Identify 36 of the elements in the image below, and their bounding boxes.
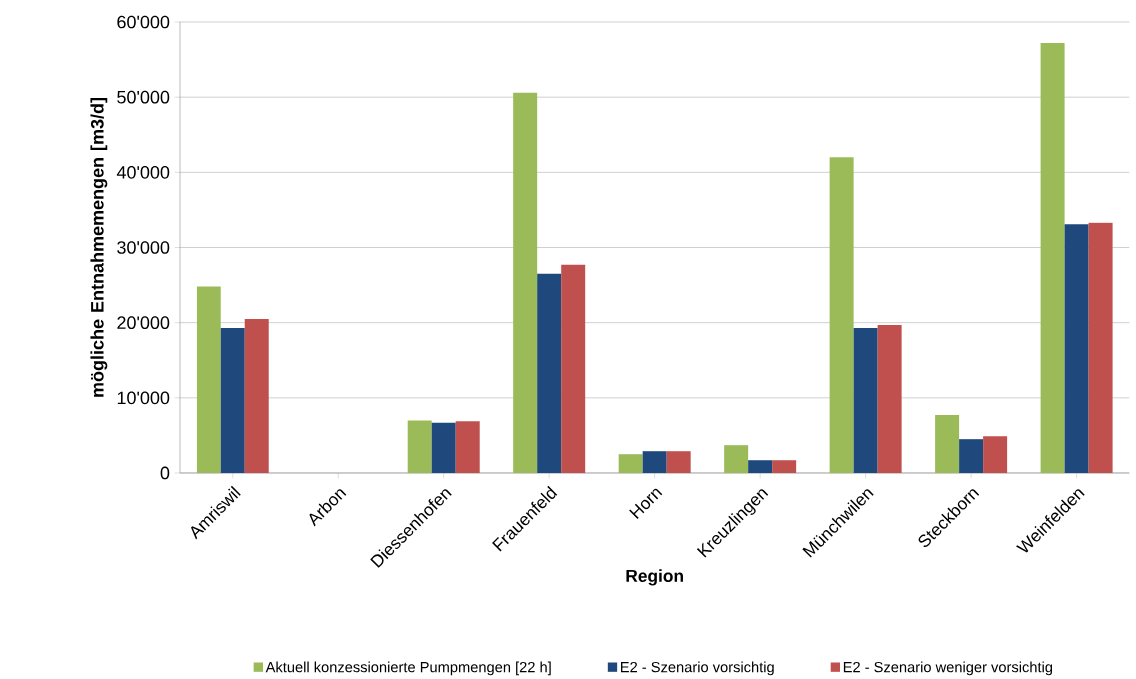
y-tick-label: 40'000 (116, 165, 170, 179)
bar (244, 318, 269, 473)
y-tick-label: 0 (160, 466, 170, 480)
bar (1040, 42, 1065, 473)
bar (772, 459, 797, 473)
bar (877, 324, 902, 473)
bar (959, 438, 984, 473)
bar (983, 435, 1008, 473)
bar (513, 92, 538, 473)
bar (829, 157, 854, 473)
y-tick-label: 10'000 (117, 391, 170, 404)
bar (748, 459, 773, 473)
bar (724, 444, 749, 473)
bar (220, 327, 245, 473)
bar (853, 327, 878, 473)
bar (1088, 222, 1113, 473)
y-tick-label: 60'000 (117, 15, 170, 29)
bar (196, 286, 221, 473)
bar (455, 420, 480, 473)
bar (561, 264, 586, 473)
legend-label: E2 - Szenario vorsichtig (621, 661, 774, 675)
y-axis-title: mögliche Entnahmemengen [m3/d] (90, 97, 108, 397)
y-tick-label: 30'000 (117, 240, 170, 254)
bar (407, 420, 432, 473)
bar (935, 414, 960, 473)
bar (537, 273, 562, 473)
legend-label: Aktuell konzessionierte Pumpmengen [22 h] (265, 661, 551, 675)
y-tick-label: 20'000 (117, 316, 170, 329)
y-tick-label: 50'000 (117, 90, 170, 104)
legend-label: E2 - Szenario weniger vorsichtig (843, 661, 1053, 675)
bar (618, 453, 643, 473)
x-axis-title: Region (626, 569, 683, 586)
bar (666, 450, 691, 473)
bar (431, 422, 456, 473)
bar (642, 450, 667, 473)
bar (1064, 223, 1089, 473)
